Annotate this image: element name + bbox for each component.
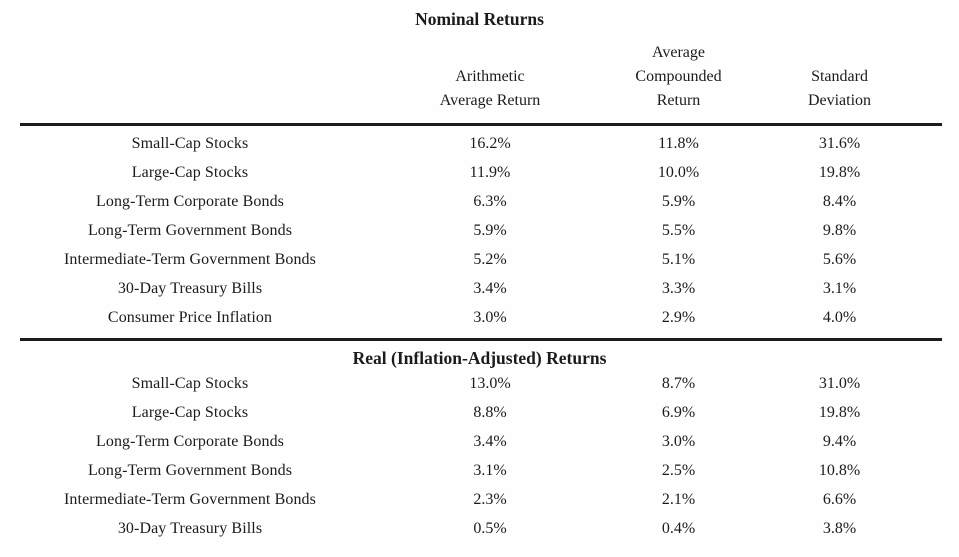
average-compounded-return-value: 3.3% — [661, 280, 696, 297]
arithmetic-average-return-value: 2.3% — [473, 491, 507, 508]
table-row-nominal-treasury-bills: 30-Day Treasury Bills 3.4% 3.3% 3.1% — [20, 274, 942, 303]
row-label: 30-Day Treasury Bills — [117, 280, 263, 297]
table-row-nominal-large-cap: Large-Cap Stocks 11.9% 10.0% 19.8% — [20, 158, 942, 187]
standard-deviation-value: 31.0% — [818, 375, 861, 392]
standard-deviation-value: 9.8% — [822, 222, 857, 239]
average-compounded-return-value: 2.9% — [661, 309, 696, 326]
table-row-real-lt-government-bonds: Long-Term Government Bonds 3.1% 2.5% 10.… — [20, 456, 942, 485]
table-row-nominal-lt-government-bonds: Long-Term Government Bonds 5.9% 5.5% 9.8… — [20, 216, 942, 245]
row-label: Intermediate-Term Government Bonds — [64, 491, 316, 508]
column-header-average-compounded-return: Average Compounded Return — [635, 44, 722, 109]
average-compounded-return-value: 5.5% — [661, 222, 696, 239]
standard-deviation-value: 3.8% — [822, 520, 857, 537]
table-row-real-large-cap: Large-Cap Stocks 8.8% 6.9% 19.8% — [20, 398, 942, 427]
average-compounded-return-value: 2.1% — [661, 491, 696, 508]
nominal-section-title: Nominal Returns — [415, 9, 544, 29]
table-row-nominal-small-cap: Small-Cap Stocks 16.2% 11.8% 31.6% — [20, 129, 942, 158]
arithmetic-average-return-value: 16.2% — [469, 135, 511, 152]
average-compounded-return-value: 2.5% — [661, 462, 696, 479]
standard-deviation-value: 19.8% — [818, 404, 861, 421]
row-label: Large-Cap Stocks — [131, 404, 249, 421]
standard-deviation-value: 3.1% — [822, 280, 857, 297]
row-label: Long-Term Corporate Bonds — [95, 193, 284, 210]
row-label: Small-Cap Stocks — [131, 375, 249, 392]
standard-deviation-value: 31.6% — [818, 135, 861, 152]
row-label: Intermediate-Term Government Bonds — [64, 251, 316, 268]
standard-deviation-value: 10.8% — [818, 462, 861, 479]
header-divider-rule — [20, 123, 942, 126]
nominal-rows: Small-Cap Stocks 16.2% 11.8% 31.6% Large… — [0, 129, 959, 332]
standard-deviation-value: 9.4% — [822, 433, 857, 450]
average-compounded-return-value: 5.9% — [661, 193, 696, 210]
arithmetic-average-return-value: 3.4% — [473, 280, 507, 297]
standard-deviation-value: 5.6% — [822, 251, 857, 268]
arithmetic-average-return-value: 6.3% — [473, 193, 507, 210]
table-row-nominal-lt-corporate-bonds: Long-Term Corporate Bonds 6.3% 5.9% 8.4% — [20, 187, 942, 216]
standard-deviation-value: 8.4% — [822, 193, 857, 210]
arithmetic-average-return-value: 3.0% — [473, 309, 507, 326]
average-compounded-return-value: 11.8% — [658, 135, 699, 152]
column-header-arithmetic-average-return: Arithmetic Average Return — [439, 68, 541, 109]
section-divider-rule — [20, 338, 942, 341]
standard-deviation-value: 4.0% — [822, 309, 857, 326]
arithmetic-average-return-value: 5.9% — [473, 222, 507, 239]
real-rows: Small-Cap Stocks 13.0% 8.7% 31.0% Large-… — [0, 369, 959, 543]
arithmetic-average-return-value: 5.2% — [473, 251, 507, 268]
arithmetic-average-return-value: 0.5% — [473, 520, 507, 537]
average-compounded-return-value: 0.4% — [661, 520, 696, 537]
arithmetic-average-return-value: 11.9% — [469, 164, 511, 181]
average-compounded-return-value: 6.9% — [661, 404, 696, 421]
row-label: Large-Cap Stocks — [131, 164, 249, 181]
table-row-nominal-intermediate-government-bonds: Intermediate-Term Government Bonds 5.2% … — [20, 245, 942, 274]
column-header-row: Arithmetic Average Return Average Compou… — [20, 41, 942, 113]
table-row-real-small-cap: Small-Cap Stocks 13.0% 8.7% 31.0% — [20, 369, 942, 398]
arithmetic-average-return-value: 3.4% — [473, 433, 507, 450]
table-row-real-lt-corporate-bonds: Long-Term Corporate Bonds 3.4% 3.0% 9.4% — [20, 427, 942, 456]
arithmetic-average-return-value: 3.1% — [473, 462, 507, 479]
row-label: Long-Term Government Bonds — [87, 222, 293, 239]
standard-deviation-value: 19.8% — [818, 164, 861, 181]
average-compounded-return-value: 3.0% — [661, 433, 696, 450]
table-row-nominal-consumer-price-inflation: Consumer Price Inflation 3.0% 2.9% 4.0% — [20, 303, 942, 332]
column-header-standard-deviation: Standard Deviation — [807, 68, 872, 109]
row-label: Long-Term Corporate Bonds — [95, 433, 284, 450]
real-section-title: Real (Inflation-Adjusted) Returns — [352, 348, 607, 368]
average-compounded-return-value: 5.1% — [661, 251, 696, 268]
arithmetic-average-return-value: 13.0% — [469, 375, 511, 392]
row-label: Long-Term Government Bonds — [87, 462, 293, 479]
table-row-real-intermediate-government-bonds: Intermediate-Term Government Bonds 2.3% … — [20, 485, 942, 514]
arithmetic-average-return-value: 8.8% — [473, 404, 507, 421]
row-label: 30-Day Treasury Bills — [117, 520, 263, 537]
average-compounded-return-value: 10.0% — [657, 164, 700, 181]
average-compounded-return-value: 8.7% — [661, 375, 696, 392]
table-row-real-treasury-bills: 30-Day Treasury Bills 0.5% 0.4% 3.8% — [20, 514, 942, 543]
row-label: Small-Cap Stocks — [131, 135, 249, 152]
row-label: Consumer Price Inflation — [107, 309, 273, 326]
standard-deviation-value: 6.6% — [822, 491, 857, 508]
